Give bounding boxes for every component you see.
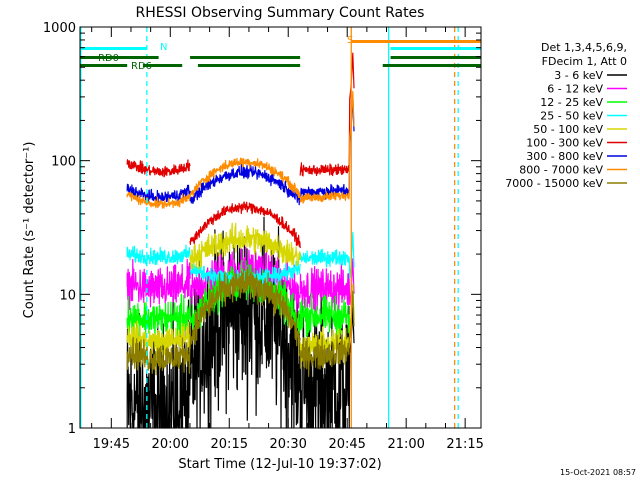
legend-label-2: 12 - 25 keV	[540, 96, 603, 109]
x-tick-label-5: 21:00	[387, 437, 424, 452]
legend-label-8: 7000 - 15000 keV	[505, 177, 603, 190]
chart-title: RHESSI Observing Summary Count Rates	[136, 5, 425, 21]
y-tick-label-0: 1	[68, 422, 76, 437]
x-tick-label-3: 20:30	[269, 437, 306, 452]
y-tick-label-3: 1000	[43, 21, 76, 36]
plot-frame	[79, 26, 482, 429]
flag-label-s: S	[347, 35, 353, 46]
legend-header-line-1: Det 1,3,4,5,6,9,	[541, 41, 627, 54]
series-line-3-segment-0	[126, 244, 191, 267]
series-line-4-segment-0	[126, 320, 191, 359]
x-tick-label-4: 20:45	[328, 437, 365, 452]
legend-label-3: 25 - 50 keV	[540, 110, 603, 123]
legend-label-0: 3 - 6 keV	[554, 69, 603, 82]
x-axis-label: Start Time (12-Jul-10 19:37:02)	[178, 457, 381, 472]
series-line-1-segment-0	[126, 258, 191, 311]
flag-label-rd6: RD6	[131, 61, 152, 72]
series-line-5-segment-2	[299, 52, 355, 177]
series-line-7-segment-1	[189, 157, 301, 199]
x-tick-label-0: 19:45	[93, 437, 130, 452]
series-line-8-segment-0	[126, 336, 191, 376]
series-line-7-segment-2	[299, 90, 355, 204]
x-tick-label-6: 21:15	[446, 437, 483, 452]
legend-label-1: 6 - 12 keV	[547, 83, 603, 96]
y-tick-label-1: 10	[59, 288, 76, 303]
series-line-2-segment-0	[126, 293, 191, 344]
legend-label-4: 50 - 100 keV	[533, 123, 603, 136]
x-tick-label-2: 20:15	[211, 437, 248, 452]
series-line-3-segment-2	[299, 231, 355, 279]
series-line-7-segment-0	[126, 191, 191, 209]
series-line-8-segment-1	[189, 268, 301, 357]
legend-header-line-2: FDecim 1, Att 0	[542, 55, 627, 68]
legend: Det 1,3,4,5,6,9, FDecim 1, Att 0 3 - 6 k…	[505, 41, 627, 190]
axes: 1 10 100 1000 19:45 20:00 20:15 20:30 20:45 21:00…	[43, 21, 484, 452]
series-line-2-segment-2	[299, 283, 355, 339]
y-axis-label: Count Rate (s⁻¹ detector⁻¹)	[22, 142, 37, 319]
timestamp: 15-Oct-2021 08:57	[560, 468, 636, 477]
plot-area: RD0 RD6 N S	[80, 27, 481, 429]
flag-label-rd0: RD0	[98, 53, 119, 64]
legend-label-6: 300 - 800 keV	[526, 150, 603, 163]
series-line-6-segment-1	[189, 163, 301, 206]
legend-label-7: 800 - 7000 keV	[519, 164, 603, 177]
series-line-0-segment-0	[126, 295, 191, 429]
x-tick-label-1: 20:00	[152, 437, 189, 452]
series-line-5-segment-0	[126, 159, 191, 178]
series-line-4-segment-1	[189, 222, 301, 270]
legend-label-5: 100 - 300 keV	[526, 137, 603, 150]
series-line-8-segment-2	[299, 290, 355, 377]
flag-label-n: N	[160, 42, 167, 53]
series-line-0-segment-1	[189, 216, 301, 429]
y-tick-label-2: 100	[51, 155, 76, 170]
series-line-5-segment-1	[189, 201, 301, 249]
series-line-6-segment-0	[126, 183, 191, 207]
